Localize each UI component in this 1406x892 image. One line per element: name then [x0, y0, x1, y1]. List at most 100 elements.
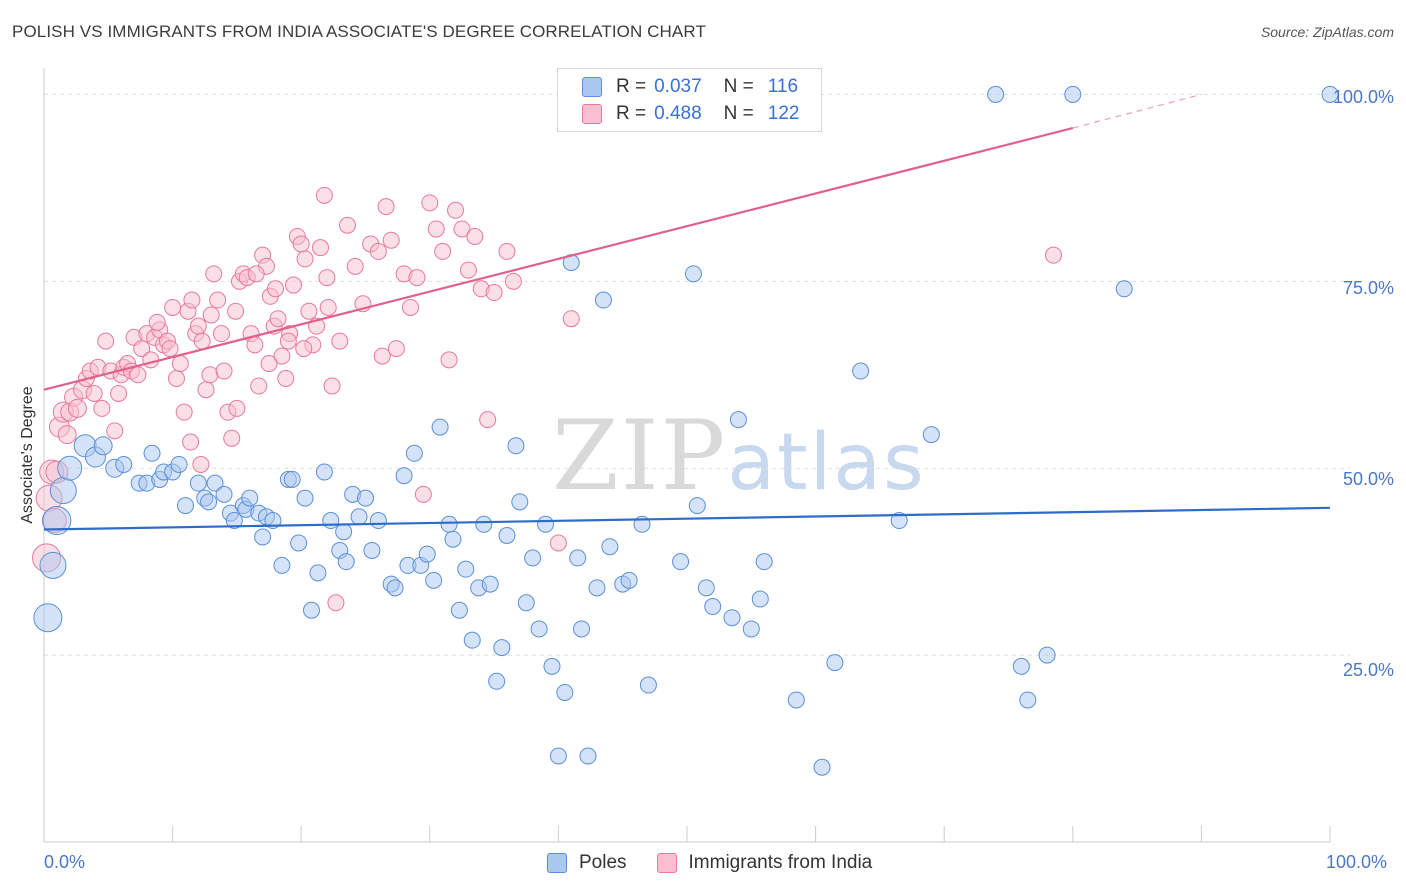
- india-point: [311, 239, 329, 257]
- poles-point: [350, 508, 368, 526]
- poles-point: [922, 426, 940, 444]
- poles-point: [1038, 646, 1056, 664]
- poles-point: [530, 620, 548, 638]
- poles-point: [170, 455, 188, 473]
- india-point: [227, 302, 245, 320]
- poles-point: [697, 579, 715, 597]
- poles-point: [290, 534, 308, 552]
- india-point: [279, 332, 297, 350]
- poles-point: [115, 455, 133, 473]
- india-point: [182, 433, 200, 451]
- india-point: [266, 280, 284, 298]
- poles-point: [579, 747, 597, 765]
- poles-point: [425, 571, 443, 589]
- watermark-atlas: atlas: [727, 418, 926, 508]
- poles-point: [463, 631, 481, 649]
- india-point: [319, 298, 337, 316]
- poles-point: [481, 575, 499, 593]
- india-point: [427, 220, 445, 238]
- y-tick-label-75: 75.0%: [1342, 278, 1394, 298]
- india-point: [106, 422, 124, 440]
- poles-point: [369, 512, 387, 530]
- india-point: [212, 325, 230, 343]
- india-point: [338, 216, 356, 234]
- poles-point: [33, 603, 63, 633]
- poles-point: [672, 553, 690, 571]
- poles-point: [1064, 85, 1082, 103]
- poles-point: [549, 747, 567, 765]
- india-point: [453, 220, 471, 238]
- india-point: [346, 257, 364, 275]
- series-immigrants-from-india: [32, 186, 1063, 612]
- india-point: [246, 336, 264, 354]
- poles-point: [363, 541, 381, 559]
- y-tick-label-25: 25.0%: [1342, 660, 1394, 680]
- legend-item-india[interactable]: Immigrants from India: [656, 852, 872, 874]
- india-point: [277, 370, 295, 388]
- poles-point: [386, 579, 404, 597]
- india-point: [67, 398, 87, 418]
- poles-point: [357, 489, 374, 507]
- india-point: [504, 272, 522, 290]
- india-point: [459, 261, 477, 279]
- poles-point: [431, 418, 449, 436]
- india-point: [373, 347, 391, 365]
- poles-point: [335, 523, 353, 541]
- india-point: [296, 250, 314, 268]
- india-point: [183, 291, 201, 309]
- india-point: [315, 186, 333, 204]
- poles-swatch: [582, 77, 602, 97]
- india-point: [189, 317, 207, 335]
- legend-n-label: N =: [723, 103, 754, 124]
- legend-row-poles: R = 0.037 N = 116: [582, 75, 798, 99]
- y-axis-label: Associate's Degree: [19, 386, 36, 524]
- poles-point: [511, 493, 529, 511]
- india-swatch: [582, 104, 602, 124]
- poles-point: [588, 579, 606, 597]
- poles-point: [507, 437, 525, 455]
- india-point: [284, 276, 302, 294]
- india-point: [57, 425, 77, 445]
- legend-r-label: R =: [616, 103, 647, 124]
- india-point: [202, 306, 220, 324]
- india-point: [402, 298, 420, 316]
- india-point: [408, 269, 426, 287]
- india-point: [421, 194, 439, 212]
- india-point: [323, 377, 341, 395]
- poles-legend-label: Poles: [579, 852, 627, 873]
- poles-point: [215, 485, 233, 503]
- source-label: Source: ZipAtlas.com: [1260, 24, 1394, 40]
- india-point: [164, 298, 182, 316]
- series-legend: Poles Immigrants from India: [547, 852, 902, 874]
- india-point: [440, 351, 458, 369]
- poles-point: [704, 598, 722, 616]
- poles-point: [1321, 85, 1339, 103]
- india-point: [300, 302, 318, 320]
- poles-point: [517, 594, 535, 612]
- poles-point: [498, 526, 516, 544]
- india-point: [129, 366, 147, 384]
- poles-point: [143, 444, 161, 462]
- india-point: [97, 332, 115, 350]
- india-point: [110, 384, 128, 402]
- poles-point: [42, 506, 72, 536]
- poles-point: [322, 512, 340, 530]
- legend-item-poles[interactable]: Poles: [547, 852, 627, 874]
- watermark-zip: ZIP: [552, 400, 728, 512]
- india-point: [1045, 246, 1063, 264]
- poles-point: [537, 515, 555, 533]
- poles-point: [742, 620, 760, 638]
- poles-point: [755, 553, 773, 571]
- poles-point: [1115, 280, 1133, 298]
- india-point: [562, 310, 580, 328]
- poles-point: [488, 672, 506, 690]
- poles-point: [594, 291, 612, 309]
- india-point: [466, 227, 484, 245]
- india-point: [167, 370, 185, 388]
- india-point: [292, 235, 310, 253]
- poles-point: [337, 553, 355, 571]
- india-point: [142, 351, 160, 369]
- india-point: [201, 366, 219, 384]
- poles-point: [57, 455, 83, 481]
